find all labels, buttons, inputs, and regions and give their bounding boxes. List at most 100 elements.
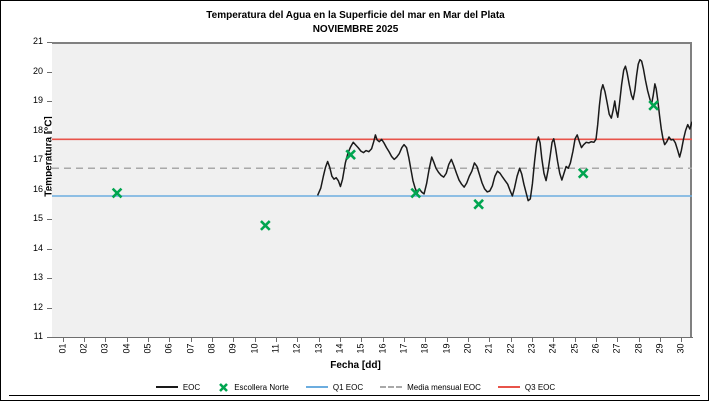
x-axis-tick-mark [489, 337, 491, 342]
x-axis-tick-mark [254, 337, 256, 342]
x-axis-tick-mark [681, 337, 683, 342]
y-axis-tick-mark [47, 189, 52, 191]
y-axis-tick-label: 11 [33, 331, 43, 341]
y-axis-tick-mark [47, 160, 52, 161]
x-axis-tick-mark [638, 337, 640, 342]
y-axis-tick-label: 21 [32, 36, 43, 46]
x-axis-tick-mark [553, 337, 555, 342]
legend-item-label: Q3 EOC [524, 382, 556, 392]
x-axis-tick-label: 22 [505, 343, 516, 354]
x-axis-tick-mark [510, 337, 512, 342]
y-axis-tick-label: 19 [32, 95, 43, 105]
x-axis-tick-label: 01 [57, 343, 68, 354]
x-axis-tick-label: 30 [675, 343, 686, 354]
x-axis-tick-label: 18 [419, 343, 430, 354]
legend-item-media-mensual-eoc[interactable]: Media mensual EOC [380, 382, 481, 392]
x-axis-tick-mark [532, 337, 533, 342]
y-axis-tick-mark [47, 130, 52, 132]
y-axis-tick-mark [47, 337, 52, 338]
y-axis-tick-mark [47, 219, 52, 220]
x-axis-tick-label: 16 [377, 343, 388, 354]
x-axis-tick-mark [617, 337, 619, 342]
y-axis-tick-label: 12 [32, 301, 43, 312]
x-axis-tick-mark [233, 337, 235, 342]
x-axis-tick-mark [190, 337, 192, 342]
page-title: Temperatura del Agua en la Superficie de… [206, 10, 505, 21]
chart-subtitle: NOVIEMBRE 2025 [312, 24, 399, 35]
x-axis-tick-mark [404, 337, 405, 342]
x-axis-label: Fecha [dd] [330, 360, 381, 371]
x-axis-tick-mark [276, 337, 277, 342]
x-axis-tick-label: 19 [441, 343, 452, 354]
x-axis-tick-mark [212, 337, 213, 342]
x-axis-tick-label: 13 [313, 343, 324, 354]
x-axis-tick-label: 14 [334, 343, 345, 354]
legend-swatch-line [497, 386, 520, 388]
y-axis-tick-mark [47, 248, 52, 250]
y-axis-tick-mark [47, 42, 52, 43]
x-axis-tick-mark [660, 337, 661, 342]
x-axis-tick-label: 29 [654, 343, 665, 354]
x-axis-tick-mark [148, 337, 149, 342]
y-axis-tick-label: 16 [32, 183, 43, 194]
legend-line-icon [155, 382, 178, 392]
legend-divider [9, 395, 700, 396]
data-marker-escollera-norte [648, 100, 659, 111]
x-axis-tick-label: 09 [227, 343, 238, 354]
data-marker-escollera-norte [111, 187, 123, 199]
x-axis-tick-label: 04 [121, 343, 132, 354]
x-axis-tick-mark [297, 337, 299, 342]
y-axis-tick-label: 17 [32, 154, 43, 164]
legend-item-label: Q1 EOC [332, 382, 364, 392]
x-axis-tick-mark [126, 337, 128, 342]
chart-legend: EOC Escollera Norte Q1 EOC Media mensual EO… [1, 382, 708, 392]
x-axis-tick-label: 10 [249, 343, 260, 354]
x-axis-tick-label: 21 [483, 343, 494, 354]
x-axis-tick-label: 26 [590, 343, 601, 354]
legend-line-icon [380, 382, 403, 392]
legend-marker-icon [217, 382, 229, 392]
x-axis-tick-label: 17 [398, 343, 409, 354]
x-axis-tick-label: 28 [633, 343, 644, 354]
x-axis-tick-mark [169, 337, 171, 342]
x-axis-tick-label: 15 [355, 343, 366, 354]
x-axis-tick-label: 08 [206, 343, 217, 354]
x-axis-tick-label: 11 [270, 343, 281, 354]
y-axis-tick-label: 20 [32, 65, 43, 76]
plot-area [52, 42, 692, 337]
legend-item-escollera-norte[interactable]: Escollera Norte [217, 382, 289, 392]
x-axis-tick-label: 12 [291, 343, 302, 354]
y-axis-tick-mark [47, 71, 52, 73]
x-axis-tick-label: 06 [163, 343, 174, 354]
x-axis-tick-label: 23 [526, 343, 537, 354]
chart-title-block: Temperatura del Agua en la Superficie de… [1, 9, 708, 37]
x-axis-tick-label: 05 [142, 343, 153, 354]
y-axis-tick-label: 13 [32, 272, 43, 282]
y-axis-tick-mark [47, 101, 52, 102]
legend-item-label: Media mensual EOC [407, 382, 481, 392]
plot-svg [52, 58, 692, 231]
y-axis-tick-mark [47, 307, 52, 309]
x-axis-tick-label: 25 [569, 343, 580, 354]
legend-item-eoc[interactable]: EOC [155, 382, 200, 392]
y-axis-tick-mark [47, 278, 52, 279]
x-axis-tick-mark [574, 337, 576, 342]
x-axis-tick-label: 27 [611, 343, 622, 354]
data-marker-escollera-norte [260, 220, 271, 231]
x-axis-tick-mark [468, 337, 469, 342]
x-axis-tick-mark [84, 337, 85, 342]
x-axis-tick-mark [425, 337, 427, 342]
x-axis-tick-label: 03 [99, 343, 110, 354]
x-axis-line [52, 337, 693, 338]
x-axis-tick-mark [596, 337, 597, 342]
data-marker-escollera-norte [577, 167, 589, 179]
legend-item-q3-eoc[interactable]: Q3 EOC [497, 382, 556, 392]
x-axis-tick-label: 07 [185, 343, 196, 354]
legend-swatch-line [155, 386, 178, 388]
x-axis-tick-mark [62, 337, 64, 342]
legend-item-label: Escollera Norte [234, 382, 289, 392]
legend-item-q1-eoc[interactable]: Q1 EOC [305, 382, 364, 392]
x-axis-tick-mark [318, 337, 320, 342]
data-marker-escollera-norte [410, 187, 422, 199]
legend-line-icon [305, 382, 328, 392]
